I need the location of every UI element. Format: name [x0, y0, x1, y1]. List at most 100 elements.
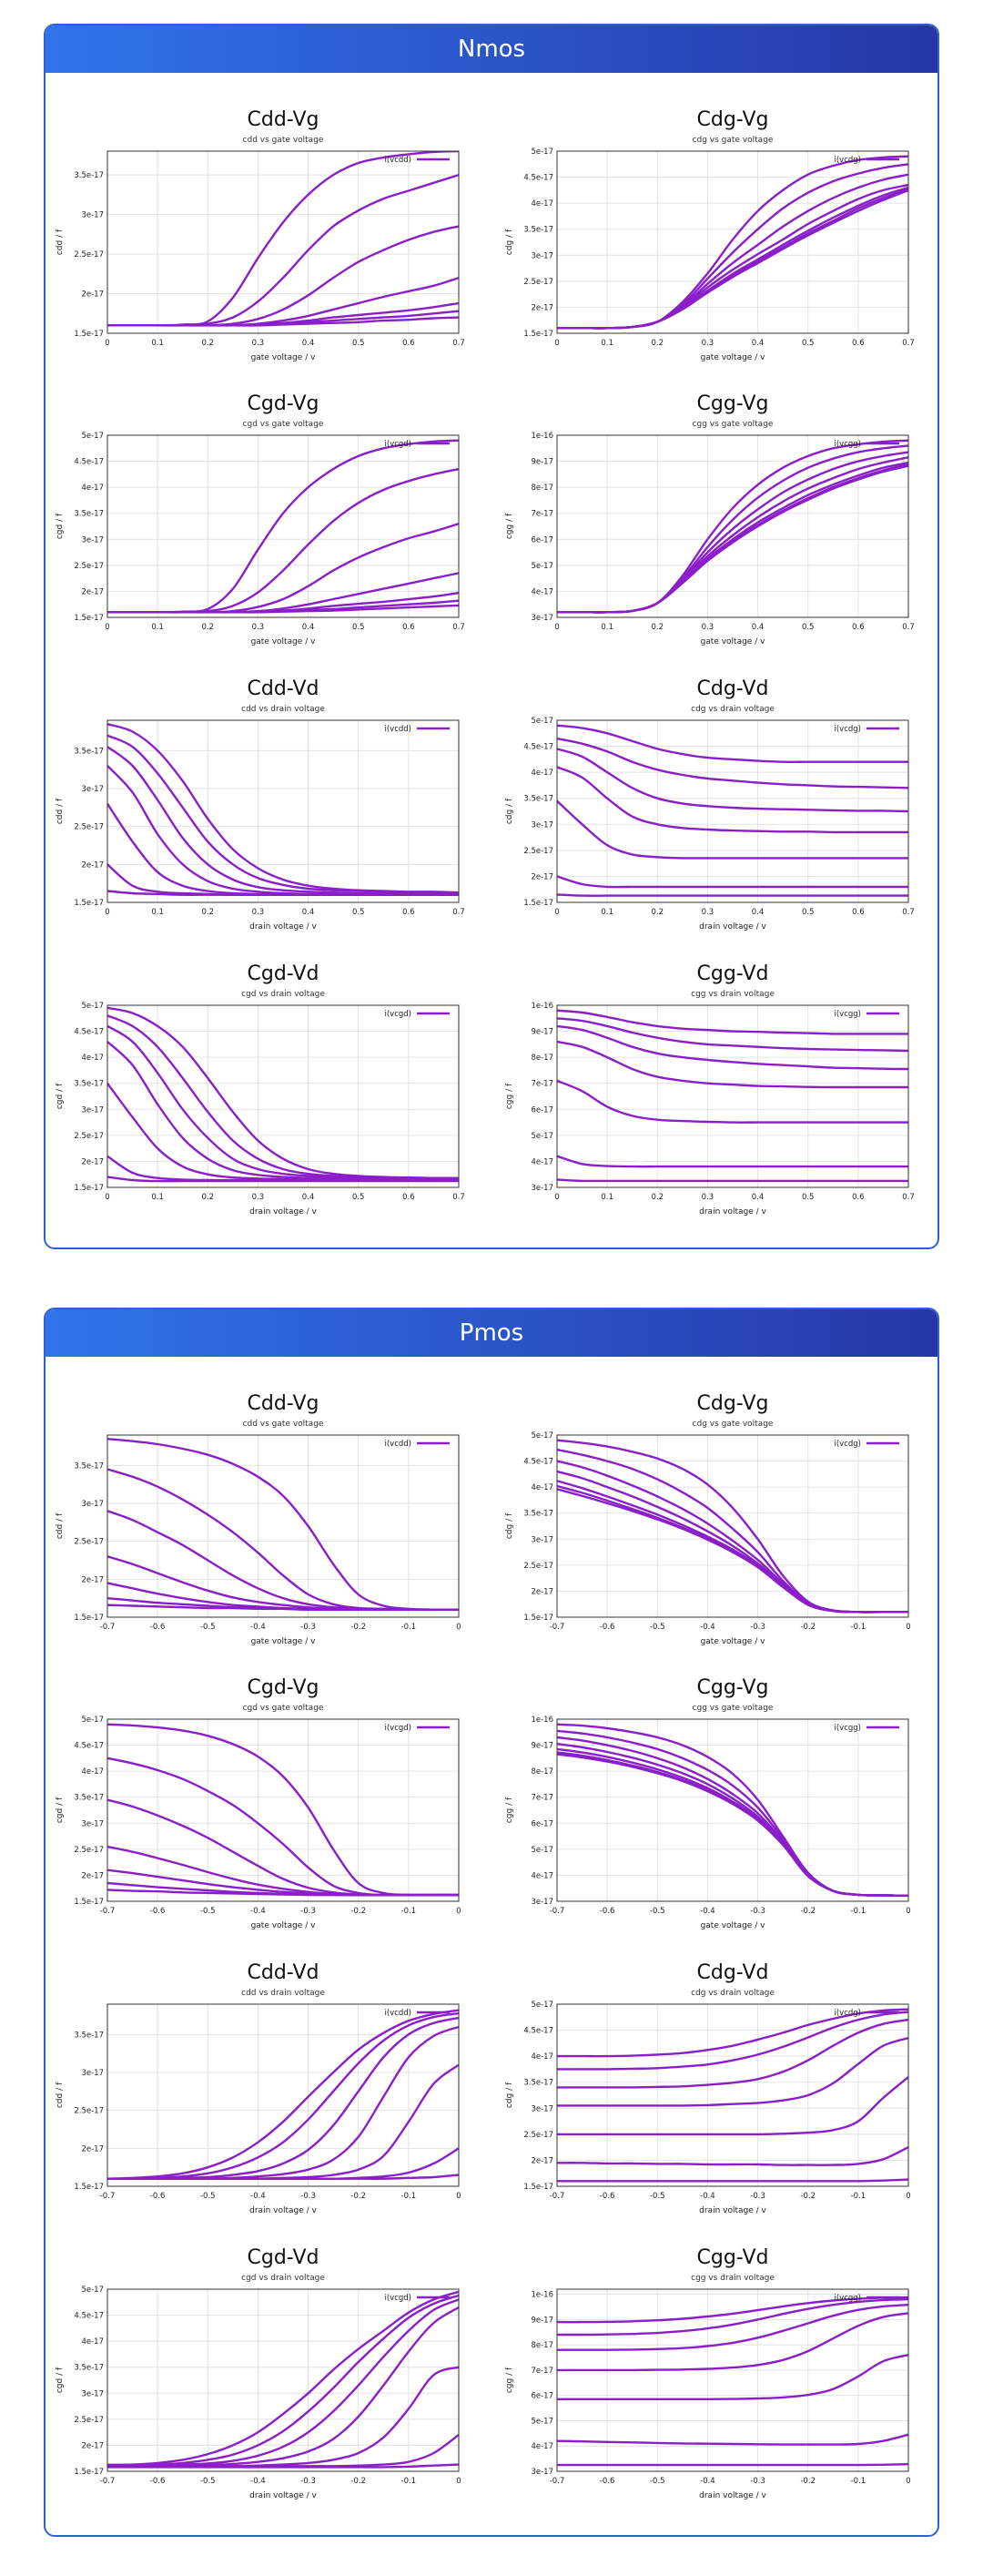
x-tick-label: 0.6: [402, 623, 415, 632]
legend-label: i(vcdd): [385, 156, 412, 165]
plot-frame: [106, 1434, 460, 1618]
series-line-2: [107, 1014, 459, 1180]
y-tick-label: 2e-17: [531, 1587, 553, 1596]
x-tick-label: 0.4: [302, 908, 315, 917]
y-tick-label: 2.5e-17: [523, 847, 553, 856]
y-tick-label: 2e-17: [81, 1871, 104, 1880]
x-axis-label: drain voltage / v: [699, 2206, 766, 2215]
series-line-3: [557, 2018, 908, 2089]
y-tick-label: 5e-17: [81, 1002, 104, 1011]
x-tick-label: 0.7: [902, 339, 915, 348]
x-tick-label: -0.3: [750, 1623, 765, 1632]
y-tick-label: 2.5e-17: [74, 250, 104, 260]
legend-label: i(vcdd): [385, 725, 412, 734]
y-tick-label: 4e-17: [531, 1871, 553, 1880]
x-tick-label: 0.4: [752, 623, 765, 632]
y-tick-label: 4.5e-17: [74, 458, 104, 467]
y-tick-label: 3e-17: [531, 2104, 553, 2113]
y-tick-label: 1.5e-17: [74, 2183, 104, 2192]
y-tick-label: 3e-17: [531, 1184, 553, 1193]
y-tick-label: 3.5e-17: [74, 510, 104, 519]
x-tick-label: 0.5: [802, 339, 815, 348]
y-axis-label: cdg / f: [505, 229, 514, 255]
x-tick-label: -0.7: [100, 1907, 116, 1916]
x-tick-label: -0.1: [851, 1623, 866, 1632]
chart-subtitle: cdg vs drain voltage: [691, 1989, 775, 1998]
legend-label: i(vcgd): [385, 1724, 412, 1733]
y-tick-label: 3e-17: [81, 1500, 104, 1509]
series-line-3: [557, 1024, 908, 1071]
series-line-7: [557, 1488, 908, 1614]
x-tick-label: -0.2: [800, 2192, 816, 2201]
y-tick-label: 4e-17: [531, 587, 553, 596]
x-tick-label: 0.7: [452, 623, 465, 632]
y-tick-label: 2e-17: [531, 303, 553, 312]
x-tick-label: 0.5: [802, 623, 815, 632]
series-line-4: [557, 1040, 908, 1089]
series-line-2: [557, 2297, 908, 2337]
plot-frame: [106, 150, 460, 334]
x-tick-label: 0.1: [601, 908, 613, 917]
chart-pmos-cgd-vd: Cgd-Vd cgd vs drain voltage -0.7 -0.6 -0.5 -0…: [56, 2246, 461, 2500]
y-tick-label: 3e-17: [531, 2468, 553, 2477]
series-line-7: [107, 1176, 459, 1183]
y-axis-label: cdg / f: [505, 2082, 514, 2108]
x-axis-label: drain voltage / v: [249, 2491, 317, 2500]
x-tick-label: -0.5: [650, 1907, 665, 1916]
x-tick-label: -0.4: [700, 2192, 715, 2201]
chart-subtitle: cgg vs drain voltage: [691, 2274, 775, 2283]
y-tick-label: 4e-17: [531, 2442, 553, 2451]
chart-pmos-cdd-vd: Cdd-Vd cdd vs drain voltage -0.7 -0.6 -0.5 -0…: [56, 1961, 461, 2215]
x-tick-label: 0.1: [151, 908, 164, 917]
x-tick-label: -0.6: [150, 2477, 166, 2486]
y-tick-label: 8e-17: [531, 2341, 553, 2350]
y-tick-label: 3.5e-17: [523, 2079, 553, 2088]
x-tick-label: -0.2: [800, 1623, 816, 1632]
chart-title: Cgd-Vd: [248, 2246, 319, 2269]
chart-subtitle: cgd vs drain voltage: [241, 2274, 325, 2283]
y-tick-label: 5e-17: [531, 2417, 553, 2426]
y-tick-label: 7e-17: [531, 510, 553, 519]
x-tick-label: -0.3: [750, 2192, 765, 2201]
x-tick-label: 0.3: [252, 339, 265, 348]
series-line-7: [107, 316, 459, 327]
plot-area: [557, 151, 908, 333]
y-tick-label: 1.5e-17: [74, 1614, 104, 1623]
chart-subtitle: cdg vs gate voltage: [693, 136, 774, 145]
x-tick-label: 0: [456, 2477, 461, 2486]
chart-title: Cdg-Vg: [697, 108, 769, 131]
y-tick-label: 8e-17: [531, 1767, 553, 1777]
plot-area: [107, 2004, 459, 2186]
series-line-7: [557, 464, 908, 614]
x-tick-label: -0.6: [150, 2192, 166, 2201]
y-tick-label: 2.5e-17: [523, 1562, 553, 1571]
chart-pmos-cdg-vd: Cdg-Vd cdg vs drain voltage -0.7 -0.6 -0.5 -0…: [505, 1961, 911, 2215]
chart-nmos-cdd-vd: Cdd-Vd cdd vs drain voltage 0 0.1 0.2 0.3 0.4 0…: [56, 677, 465, 932]
x-tick-label: 0.7: [452, 1193, 465, 1202]
x-tick-label: -0.3: [300, 1623, 316, 1632]
chart-nmos-cdg-vg: Cdg-Vg cdg vs gate voltage 0 0.1 0.2 0.3 0.4 0.…: [505, 108, 915, 362]
y-axis-label: cdd / f: [56, 2082, 65, 2108]
y-tick-label: 1e-16: [531, 2291, 553, 2300]
y-axis-label: cgg / f: [505, 1083, 514, 1109]
y-tick-label: 6e-17: [531, 535, 553, 545]
y-tick-label: 4.5e-17: [74, 1742, 104, 1751]
x-tick-label: 0.1: [151, 1193, 164, 1202]
y-tick-label: 1.5e-17: [523, 899, 553, 908]
x-tick-label: 0: [554, 339, 559, 348]
y-tick-label: 3e-17: [81, 2389, 104, 2398]
x-tick-label: -0.3: [300, 2192, 316, 2201]
chart-subtitle: cdd vs drain voltage: [241, 1989, 325, 1998]
chart-subtitle: cdg vs drain voltage: [691, 705, 775, 714]
series-line-3: [557, 2304, 908, 2351]
y-tick-label: 4.5e-17: [523, 2027, 553, 2036]
x-tick-label: -0.3: [300, 1907, 316, 1916]
y-tick-label: 1.5e-17: [74, 1184, 104, 1193]
y-tick-label: 7e-17: [531, 1080, 553, 1089]
x-tick-label: 0.4: [752, 908, 765, 917]
series-line-7: [107, 1604, 459, 1611]
x-tick-label: -0.1: [401, 2192, 417, 2201]
series-line-7: [107, 890, 459, 896]
y-tick-label: 1e-16: [531, 1002, 553, 1011]
x-tick-label: -0.7: [100, 2192, 116, 2201]
